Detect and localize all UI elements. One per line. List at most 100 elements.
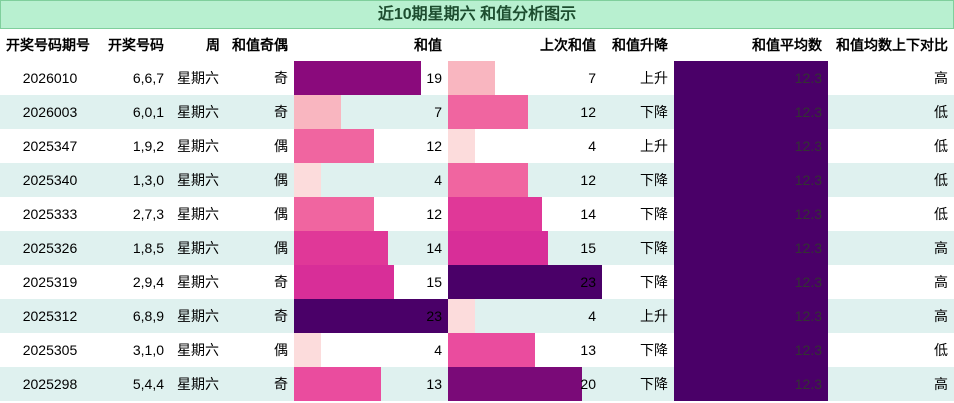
prev-sum-bar <box>448 95 529 129</box>
avg-bar <box>674 265 828 299</box>
prev-sum-bar <box>448 265 602 299</box>
parity-cell: 奇 <box>274 274 288 290</box>
sum-value: 4 <box>434 172 442 188</box>
prev-sum-bar <box>448 299 475 333</box>
avg-bar <box>674 129 828 163</box>
prev-sum-value: 23 <box>580 274 596 290</box>
avg-cell: 12.3 <box>674 231 828 265</box>
avg-value: 12.3 <box>794 104 822 120</box>
table-row: 2025347 1,9,2 星期六 偶 12 4 上升 12.3 低 <box>0 129 954 163</box>
sum-cell: 4 <box>294 163 448 197</box>
weekday-cell: 星期六 <box>177 138 219 154</box>
avg-bar <box>674 61 828 95</box>
avg-cell: 12.3 <box>674 367 828 401</box>
avg-value: 12.3 <box>794 138 822 154</box>
trend-cell: 下降 <box>640 206 668 222</box>
sum-bar <box>294 197 375 231</box>
compare-cell: 高 <box>828 299 954 333</box>
issue-cell: 2025340 <box>0 163 100 197</box>
avg-value: 12.3 <box>794 70 822 86</box>
numbers-cell: 3,1,0 <box>132 342 164 358</box>
sum-bar <box>294 129 375 163</box>
numbers-cell: 6,8,9 <box>100 299 170 333</box>
avg-cell: 12.3 <box>674 163 828 197</box>
prev-sum-value: 15 <box>580 240 596 256</box>
prev-sum-value: 14 <box>580 206 596 222</box>
issue-cell: 2025298 <box>0 367 100 401</box>
prev-sum-bar <box>448 231 549 265</box>
compare-cell: 低 <box>934 342 948 358</box>
weekday-cell: 星期六 <box>177 70 219 86</box>
table-row: 2025326 1,8,5 星期六偶 14 15 下降 12.3 高 <box>0 231 954 265</box>
sum-value: 12 <box>426 138 442 154</box>
sum-value: 23 <box>426 308 442 324</box>
prev-sum-value: 4 <box>588 308 596 324</box>
parity-cell: 偶 <box>226 163 294 197</box>
prev-sum-bar <box>448 367 582 401</box>
numbers-cell: 6,6,7 <box>132 70 164 86</box>
parity-cell: 偶 <box>274 206 288 222</box>
avg-value: 12.3 <box>794 376 822 392</box>
sum-bar <box>294 95 341 129</box>
trend-cell: 下降 <box>602 367 674 401</box>
sum-cell: 13 <box>294 367 448 401</box>
numbers-cell: 1,8,5 <box>100 231 170 265</box>
avg-value: 12.3 <box>794 206 822 222</box>
prev-sum-cell: 13 <box>448 333 602 367</box>
prev-sum-value: 12 <box>580 104 596 120</box>
sum-bar <box>294 367 382 401</box>
compare-cell: 高 <box>934 70 948 86</box>
weekday-cell: 星期六 <box>177 206 219 222</box>
sum-cell: 23 <box>294 299 448 333</box>
prev-sum-bar <box>448 61 495 95</box>
trend-cell: 上升 <box>640 70 668 86</box>
trend-cell: 上升 <box>640 138 668 154</box>
compare-cell: 高 <box>828 231 954 265</box>
compare-cell: 低 <box>934 206 948 222</box>
sum-value: 14 <box>426 240 442 256</box>
avg-cell: 12.3 <box>674 333 828 367</box>
compare-cell: 低 <box>828 163 954 197</box>
prev-sum-value: 7 <box>588 70 596 86</box>
sum-value: 19 <box>426 70 442 86</box>
header-prev-sum: 上次和值 <box>448 29 602 61</box>
avg-bar <box>674 95 828 129</box>
header-issue: 开奖号码期号 <box>0 29 100 61</box>
avg-cell: 12.3 <box>674 61 828 95</box>
parity-cell: 奇 <box>226 299 294 333</box>
header-row: 开奖号码期号 开奖号码 周 和值奇偶 和值 上次和值 和值升降 和值平均数 和值… <box>0 29 954 61</box>
header-compare: 和值均数上下对比 <box>828 29 954 61</box>
table-row: 2026010 6,6,7 星期六 奇 19 7 上升 12.3 高 <box>0 61 954 95</box>
sum-bar <box>294 163 321 197</box>
sum-value: 13 <box>426 376 442 392</box>
header-numbers: 开奖号码 <box>100 29 170 61</box>
sum-bar <box>294 333 321 367</box>
prev-sum-bar <box>448 129 475 163</box>
avg-cell: 12.3 <box>674 265 828 299</box>
prev-sum-value: 13 <box>580 342 596 358</box>
sum-cell: 19 <box>294 61 448 95</box>
table-row: 2025312 6,8,9 星期六奇 23 4 上升 12.3 高 <box>0 299 954 333</box>
trend-cell: 下降 <box>640 342 668 358</box>
avg-bar <box>674 231 828 265</box>
numbers-cell: 2,7,3 <box>132 206 164 222</box>
sum-cell: 7 <box>294 95 448 129</box>
parity-cell: 奇 <box>274 70 288 86</box>
avg-bar <box>674 367 828 401</box>
weekday-cell: 星期六 <box>170 231 226 265</box>
prev-sum-cell: 20 <box>448 367 602 401</box>
weekday-cell: 星期六 <box>177 274 219 290</box>
prev-sum-cell: 14 <box>448 197 602 231</box>
prev-sum-value: 20 <box>580 376 596 392</box>
prev-sum-bar <box>448 197 542 231</box>
issue-cell: 2025347 <box>22 138 78 154</box>
prev-sum-cell: 12 <box>448 163 602 197</box>
avg-bar <box>674 197 828 231</box>
prev-sum-value: 4 <box>588 138 596 154</box>
weekday-cell: 星期六 <box>170 95 226 129</box>
weekday-cell: 星期六 <box>170 299 226 333</box>
numbers-cell: 6,0,1 <box>100 95 170 129</box>
compare-cell: 高 <box>828 367 954 401</box>
sum-bar <box>294 265 395 299</box>
